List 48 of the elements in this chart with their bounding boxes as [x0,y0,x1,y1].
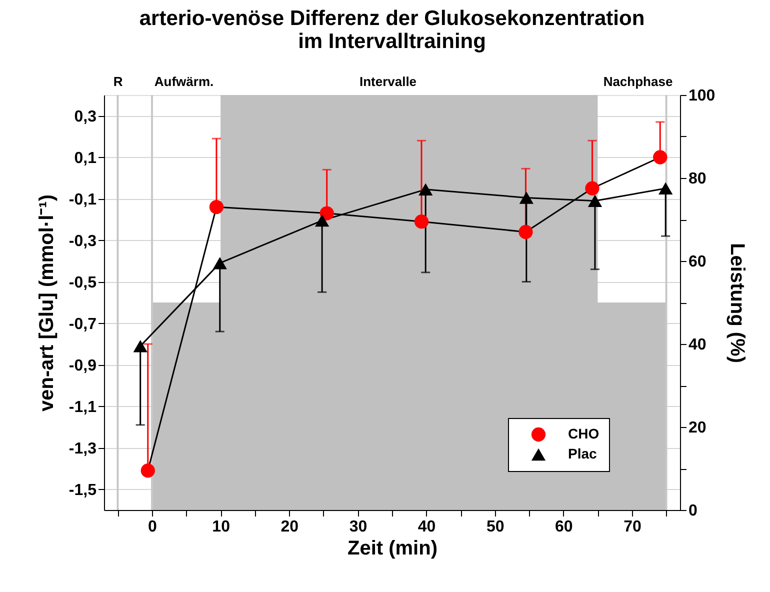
y2-tick-label: 20 [688,420,706,436]
x-tick-label: 20 [280,518,299,536]
point [519,192,534,204]
point [414,214,429,229]
y-tick-label: -1,3 [68,440,97,458]
x-tick-label: 30 [349,518,368,536]
y2-tick-label: 80 [688,170,706,188]
y-tick-label: -0,7 [68,316,97,333]
y2-tick-label: 60 [688,254,706,270]
point [588,194,602,207]
text: Nachphase [603,74,673,89]
x-tick-label: 0 [148,518,158,536]
legend-label: Plac [568,446,598,462]
y-tick-label: 0,3 [74,108,97,126]
y-tick-label: -0,1 [68,191,97,208]
x-axis-title: Zeit (min) [348,538,438,560]
y-tick-label: 0,1 [74,150,97,167]
point [314,214,330,227]
y-tick-label: -0,9 [68,357,97,374]
y2-tick-label: 40 [688,336,706,354]
y-tick-label: -1,5 [68,482,97,499]
x-tick-label: 40 [418,518,436,536]
x-tick-label: 60 [555,518,573,536]
text: Intervalle [359,74,417,89]
y-tick-label: -1,1 [68,398,97,416]
text: R [113,74,124,89]
y-tick-label: -0,5 [68,274,97,292]
chart-title: arterio-venöse Differenz der Glukosekonzentration im Intervalltraining [139,7,645,53]
x-tick-label: 50 [486,518,504,536]
point [418,183,433,196]
y2-tick-label: 0 [688,502,698,520]
legend-label: CHO [568,426,600,442]
text: Aufwärm. [154,74,214,89]
point [209,200,224,214]
point [653,150,668,164]
point [320,206,334,220]
point [518,224,533,240]
x-tick-label: 10 [212,518,230,536]
point [133,340,148,352]
y-axis-title: ven-art [Glu] (mmol·l⁻¹) [36,194,58,412]
point [212,256,227,270]
y2-axis-title: Leistung (%) [726,243,748,363]
point [140,464,155,478]
y-tick-label: -0,3 [68,232,97,250]
x-tick-label: 70 [624,518,642,536]
point [658,182,673,194]
y2-tick-label: 100 [688,88,716,104]
point [585,181,600,196]
